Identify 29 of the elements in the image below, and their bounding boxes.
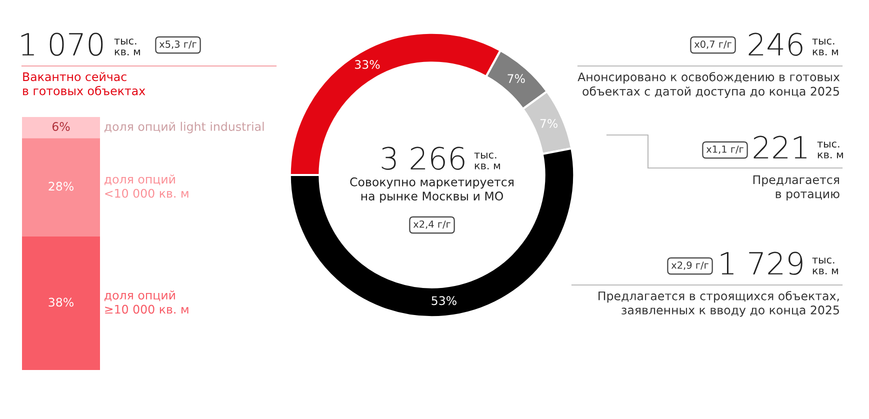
- text: x2,4 г/г: [413, 220, 450, 229]
- series-label: доля опций <10 000 кв. м: [104, 174, 188, 198]
- text: тыс. кв. м: [812, 38, 838, 56]
- data-label: 53%: [432, 296, 456, 306]
- text: 1 070: [21, 32, 103, 56]
- series-label: доля опций ≥10 000 кв. м: [104, 290, 188, 314]
- text: 246: [748, 32, 802, 56]
- text: тыс. кв. м: [812, 258, 838, 274]
- series-label: доля опций light industrial: [104, 122, 264, 134]
- text: x1,1 г/г: [706, 146, 744, 154]
- text: Предлагается в ротацию: [753, 175, 840, 201]
- data-label: 33%: [355, 60, 380, 69]
- data-label: 7%: [508, 74, 525, 83]
- text: Вакантно сейчас в готовых объектах: [23, 72, 146, 96]
- text: x0,7 г/г: [694, 40, 732, 49]
- text: тыс. кв. м: [114, 38, 140, 56]
- text: 221: [754, 136, 806, 158]
- data-label: 6%: [52, 122, 70, 131]
- text: Совокупно маркетируется на рынке Москвы и МО: [350, 177, 514, 203]
- text: тыс. кв. м: [474, 152, 500, 170]
- data-label: 38%: [48, 298, 74, 307]
- text: x2,9 г/г: [671, 261, 708, 270]
- text: тыс. кв. м: [817, 142, 843, 158]
- text: Анонсировано к освобождению в готовых объектах с датой доступа до конца 2025: [578, 72, 840, 98]
- data-label: 28%: [48, 182, 74, 191]
- text: x5,3 г/г: [159, 40, 196, 49]
- text: 3 266: [382, 146, 464, 170]
- text: Предлагается в строящихся объектах, заявленных к вводу до конца 2025: [598, 291, 839, 317]
- text: 1 729: [720, 252, 802, 275]
